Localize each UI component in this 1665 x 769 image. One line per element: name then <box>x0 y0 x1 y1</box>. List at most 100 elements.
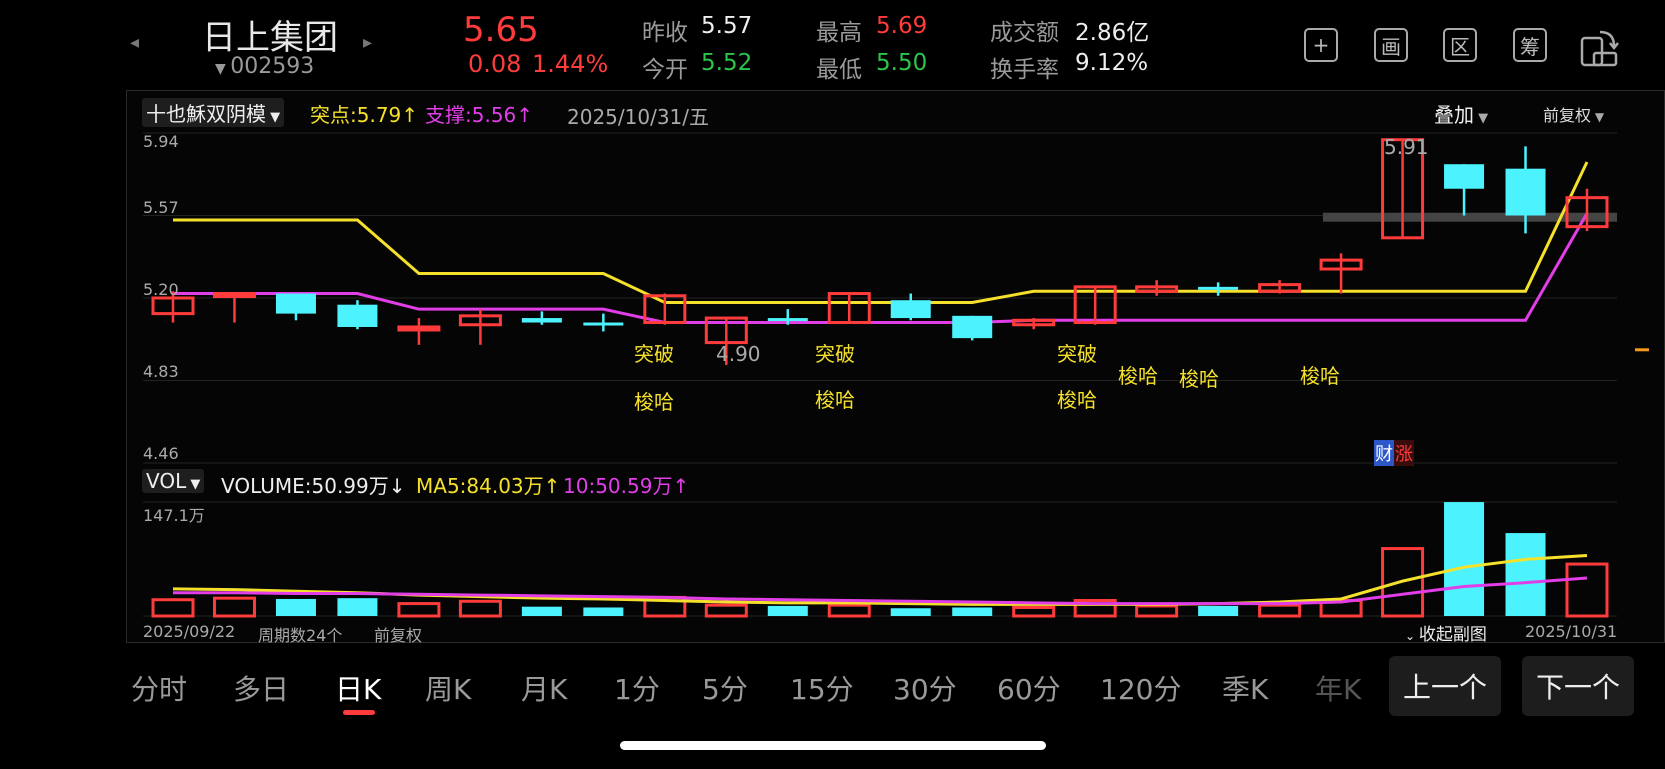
add-watchlist-button[interactable]: + <box>1304 28 1338 62</box>
stock-code-text: 002593 <box>230 54 315 79</box>
support-zone <box>1323 212 1617 222</box>
candle-body <box>397 325 441 332</box>
tab-5fen[interactable]: 5分 <box>702 673 748 706</box>
candle-body <box>1319 258 1363 271</box>
volume-label: VOLUME:50.99万↓ <box>221 474 406 498</box>
volume-bar <box>337 598 378 616</box>
tab-duori[interactable]: 多日 <box>233 673 290 706</box>
caret-down-icon: ▼ <box>1591 110 1605 124</box>
tab-60fen[interactable]: 60分 <box>997 673 1061 706</box>
volume-bar <box>952 607 993 616</box>
volume-bar <box>1444 502 1485 616</box>
volume-bar <box>890 608 931 616</box>
vol-indicator-name: VOL <box>146 469 187 493</box>
adjust-dropdown[interactable]: 前复权 ▼ <box>1543 102 1604 126</box>
vol-ma10-label: 10:50.59万↑ <box>563 474 690 498</box>
limit-up-badge[interactable]: 涨 <box>1394 440 1414 466</box>
caret-down-icon: ▼ <box>186 477 201 492</box>
candle-body <box>827 292 871 325</box>
vol-indicator-selector[interactable]: VOL ▼ <box>142 469 205 493</box>
volume-bar <box>1135 604 1179 618</box>
volume-bar <box>1565 562 1609 618</box>
caret-down-icon: ▼ <box>215 61 231 77</box>
chips-icon: 筹 <box>1520 34 1540 59</box>
volume-bar <box>704 603 748 618</box>
annotation-label: 突破 <box>1057 342 1097 366</box>
y-tick: 4.46 <box>143 444 179 463</box>
range-button[interactable]: 区 <box>1443 28 1477 62</box>
turnover-value: 9.12% <box>1075 50 1149 76</box>
candle-body <box>952 315 993 339</box>
price-change: 0.08 <box>468 50 522 78</box>
stock-name: 日上集团 <box>202 18 338 58</box>
candle-body <box>890 300 931 319</box>
annotation-label: 突破 <box>815 342 855 366</box>
low-value: 5.50 <box>876 50 928 76</box>
ma-line-magenta <box>173 212 1589 325</box>
tab-rik[interactable]: 日K <box>335 673 382 706</box>
current-price: 5.65 <box>463 10 539 50</box>
annotation-label: 突破 <box>634 342 674 366</box>
amount-value: 2.86亿 <box>1075 20 1150 46</box>
candle-body <box>767 318 808 322</box>
adjust-text: 前复权 <box>1543 106 1592 125</box>
vol-ma10-line <box>173 576 1588 606</box>
chart-panel <box>126 90 1665 643</box>
candle-body <box>1258 283 1302 293</box>
candle-body <box>337 304 378 327</box>
candle-body <box>521 318 562 323</box>
ma-line-yellow <box>173 161 1589 304</box>
high-label: 最高 <box>816 20 862 46</box>
candle-body <box>583 322 624 326</box>
annotation-label: 梭哈 <box>815 388 855 412</box>
candle-body <box>212 292 256 299</box>
tab-1fen[interactable]: 1分 <box>614 673 660 706</box>
collapse-text: 收起副图 <box>1418 625 1487 645</box>
prev-stock-button[interactable]: 上一个 <box>1389 656 1501 716</box>
caret-down-icon: ▼ <box>1474 111 1489 126</box>
caret-down-icon: ▼ <box>266 110 281 125</box>
annotation-label: 梭哈 <box>634 390 674 414</box>
candle-body <box>458 314 502 327</box>
vol-y-top: 147.1万 <box>143 506 205 525</box>
stock-code[interactable]: ▼ 002593 <box>215 54 314 79</box>
tab-120fen[interactable]: 120分 <box>1100 673 1182 706</box>
volume-bar <box>1012 605 1056 618</box>
finance-badge[interactable]: 财 <box>1374 440 1394 466</box>
draw-button[interactable]: 画 <box>1374 28 1408 62</box>
main-indicator-name: 十也穌双阴模 <box>146 102 266 126</box>
chevron-down-icon: ⌄ <box>1405 629 1419 643</box>
next-stock-arrow-icon[interactable]: ▸ <box>363 32 373 53</box>
high-mark: 5.91 <box>1384 135 1429 159</box>
prev-stock-arrow-icon[interactable]: ◂ <box>130 32 140 53</box>
next-stock-button[interactable]: 下一个 <box>1522 656 1634 716</box>
overlay-dropdown[interactable]: 叠加 ▼ <box>1434 99 1488 128</box>
annotation-label: 梭哈 <box>1057 388 1097 412</box>
rotate-screen-icon[interactable] <box>1578 26 1622 68</box>
vol-ma5-label: MA5:84.03万↑ <box>416 474 561 498</box>
open-value: 5.52 <box>701 50 753 76</box>
range-icon: 区 <box>1450 34 1470 59</box>
y-tick: 5.20 <box>143 280 179 299</box>
tab-15fen[interactable]: 15分 <box>790 673 854 706</box>
start-date: 2025/09/22 <box>143 622 236 641</box>
volume-bar <box>212 596 256 618</box>
candle-body <box>151 296 195 316</box>
volume-bar <box>397 602 441 618</box>
collapse-subchart-button[interactable]: ⌄ 收起副图 <box>1405 620 1487 645</box>
tab-yuek[interactable]: 月K <box>521 673 568 706</box>
tab-30fen[interactable]: 30分 <box>893 673 957 706</box>
high-value: 5.69 <box>876 13 928 39</box>
candle-body <box>1565 196 1609 229</box>
chips-button[interactable]: 筹 <box>1513 28 1547 62</box>
main-indicator-selector[interactable]: 十也穌双阴模 ▼ <box>142 98 285 127</box>
candle-body <box>275 293 316 314</box>
tab-fenshi[interactable]: 分时 <box>131 673 188 706</box>
candle-body <box>643 294 687 325</box>
tab-jik[interactable]: 季K <box>1222 673 1269 706</box>
tab-zhouk[interactable]: 周K <box>425 673 472 706</box>
tab-niank[interactable]: 年K <box>1315 673 1362 706</box>
amount-label: 成交额 <box>990 20 1059 46</box>
overlay-text: 叠加 <box>1434 103 1474 127</box>
